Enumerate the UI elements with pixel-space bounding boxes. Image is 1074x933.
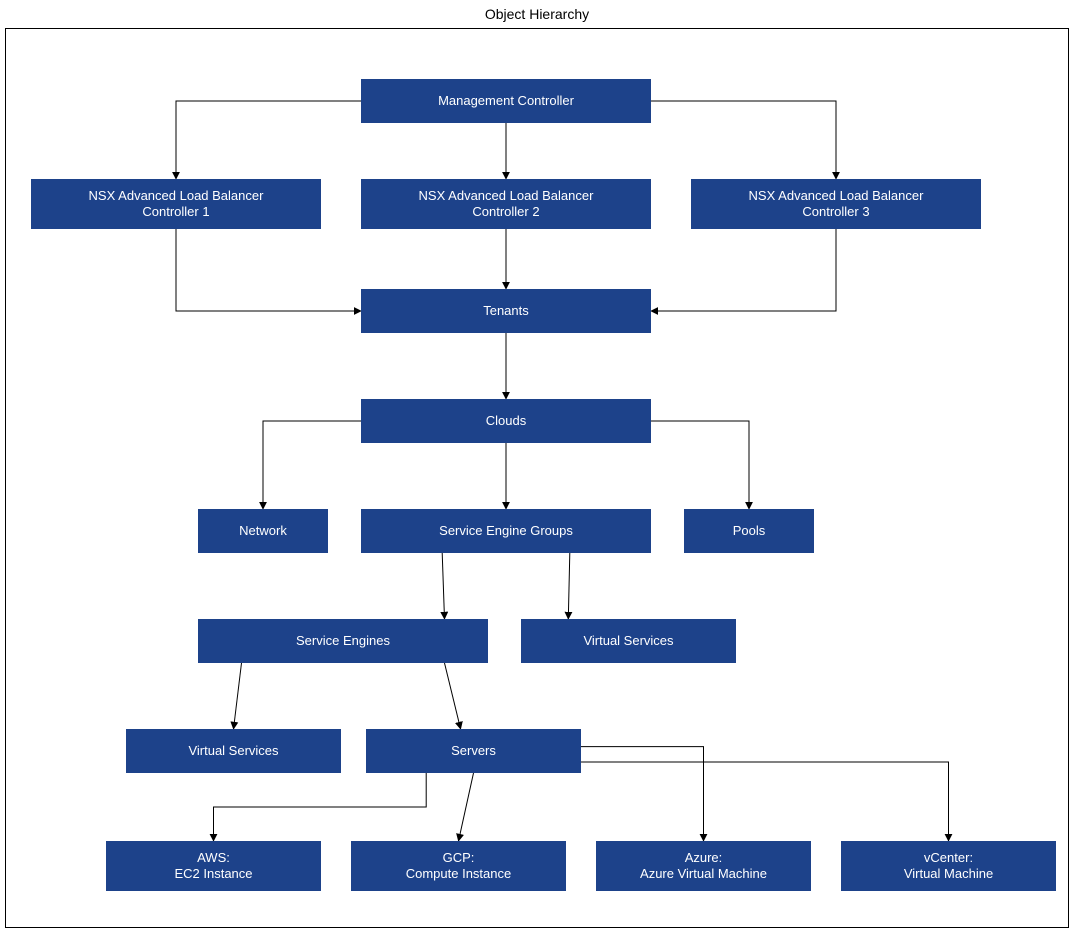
node-pools: Pools — [684, 509, 814, 553]
edge-servers-to-gcp — [459, 773, 474, 841]
diagram-frame: Management Controller NSX Advanced Load B… — [5, 28, 1069, 928]
edge-se-to-servers — [445, 663, 461, 729]
edge-clouds-to-network — [263, 421, 361, 509]
edge-se-to-vs2 — [234, 663, 242, 729]
node-azure: Azure: Azure Virtual Machine — [596, 841, 811, 891]
edge-servers-to-vcenter — [581, 762, 949, 841]
node-tenants: Tenants — [361, 289, 651, 333]
node-network: Network — [198, 509, 328, 553]
edge-clouds-to-pools — [651, 421, 749, 509]
node-ctrl2: NSX Advanced Load Balancer Controller 2 — [361, 179, 651, 229]
edge-ctrl1-to-tenants — [176, 229, 361, 311]
edge-layer — [6, 29, 1070, 929]
edge-ctrl3-to-tenants — [651, 229, 836, 311]
diagram-title: Object Hierarchy — [0, 6, 1074, 22]
node-ctrl1: NSX Advanced Load Balancer Controller 1 — [31, 179, 321, 229]
node-vs2: Virtual Services — [126, 729, 341, 773]
edge-mgmt-to-ctrl3 — [651, 101, 836, 179]
node-gcp: GCP: Compute Instance — [351, 841, 566, 891]
edge-seg-to-vs1 — [568, 553, 570, 619]
node-clouds: Clouds — [361, 399, 651, 443]
edge-mgmt-to-ctrl1 — [176, 101, 361, 179]
node-seg: Service Engine Groups — [361, 509, 651, 553]
edge-seg-to-se — [442, 553, 444, 619]
node-mgmt: Management Controller — [361, 79, 651, 123]
edge-servers-to-azure — [581, 747, 704, 841]
node-aws: AWS: EC2 Instance — [106, 841, 321, 891]
edge-servers-to-aws — [214, 773, 427, 841]
node-servers: Servers — [366, 729, 581, 773]
node-ctrl3: NSX Advanced Load Balancer Controller 3 — [691, 179, 981, 229]
node-vs1: Virtual Services — [521, 619, 736, 663]
node-vcenter: vCenter: Virtual Machine — [841, 841, 1056, 891]
node-se: Service Engines — [198, 619, 488, 663]
